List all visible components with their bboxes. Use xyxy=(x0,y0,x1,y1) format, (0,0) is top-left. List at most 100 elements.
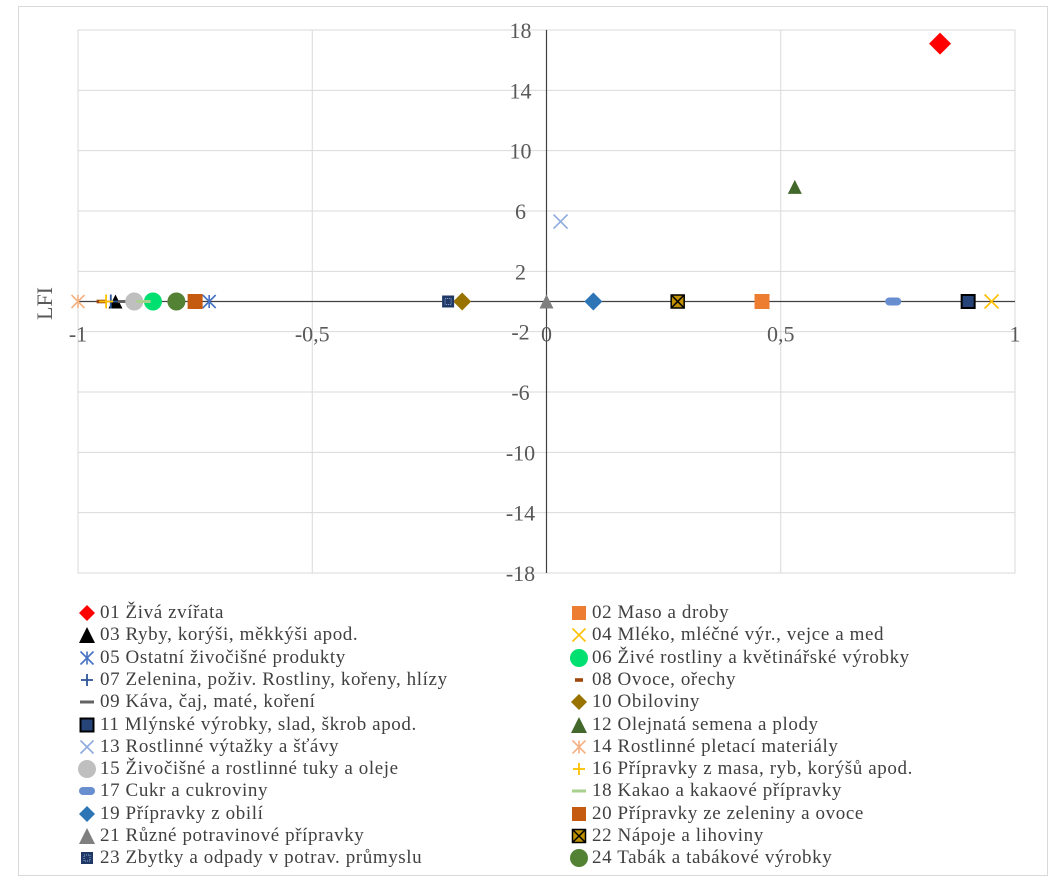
legend-label: 21 Různé potravinové přípravky xyxy=(100,825,365,846)
legend-label: 07 Zelenina, poživ. Rostliny, kořeny, hl… xyxy=(100,668,448,690)
legend-marker-13 xyxy=(79,739,95,754)
legend-item-20: 20 Přípravky ze zeleniny a ovoce xyxy=(568,803,864,825)
data-point-9 xyxy=(117,300,132,303)
legend-marker-8 xyxy=(575,678,583,682)
y-tick-label: -2 xyxy=(511,320,529,345)
legend-label: 14 Rostlinné pletací materiály xyxy=(592,735,839,757)
data-point-6 xyxy=(143,292,162,311)
legend-item-23: 23 Zbytky a odpady v potrav. průmyslu xyxy=(76,847,422,869)
y-tick-label: -18 xyxy=(506,561,535,586)
x-axis-title: TBI xyxy=(527,596,562,600)
legend-label: 22 Nápoje a lihoviny xyxy=(592,825,764,846)
legend-label: 19 Přípravky z obilí xyxy=(100,802,264,824)
legend-label: 09 Káva, čaj, maté, koření xyxy=(100,691,316,713)
legend-marker-14 xyxy=(571,739,587,754)
data-point-10 xyxy=(453,292,472,311)
legend-item-19: 19 Přípravky z obilí xyxy=(76,803,263,825)
legend-marker-15 xyxy=(78,760,96,779)
legend-marker-20 xyxy=(572,806,586,821)
x-tick-label: -1 xyxy=(69,322,87,347)
y-tick-label: -6 xyxy=(511,380,529,405)
legend-marker-19 xyxy=(79,805,95,822)
legend-label: 20 Přípravky ze zeleniny a ovoce xyxy=(592,802,864,824)
legend-item-13: 13 Rostlinné výtažky a šťávy xyxy=(76,736,339,758)
legend-label: 23 Zbytky a odpady v potrav. průmyslu xyxy=(100,847,423,869)
legend-marker-24 xyxy=(570,849,588,868)
legend-item-7: 07 Zelenina, poživ. Rostliny, kořeny, hl… xyxy=(76,669,448,691)
legend-item-17: 17 Cukr a cukroviny xyxy=(76,780,268,802)
x-tick-label: 0,5 xyxy=(767,322,795,347)
legend-item-22: 22 Nápoje a lihoviny xyxy=(568,825,764,847)
legend-marker-10 xyxy=(571,694,587,711)
data-point-23 xyxy=(442,295,455,308)
data-point-17 xyxy=(885,297,902,306)
legend-item-1: 01 Živá zvířata xyxy=(76,602,224,624)
y-tick-label: 6 xyxy=(515,199,526,224)
legend-marker-11 xyxy=(79,717,95,732)
y-tick-label: 10 xyxy=(510,139,532,164)
x-tick-label: 0 xyxy=(541,322,552,347)
legend-marker-16 xyxy=(573,763,585,776)
legend-item-21: 21 Různé potravinové přípravky xyxy=(76,825,364,847)
legend-item-2: 02 Maso a droby xyxy=(568,602,729,624)
data-point-1 xyxy=(929,32,952,55)
y-tick-label: 18 xyxy=(510,18,532,43)
legend-item-9: 09 Káva, čaj, maté, koření xyxy=(76,691,316,713)
legend-marker-23 xyxy=(81,852,93,865)
legend-label: 16 Přípravky z masa, ryb, korýšů apod. xyxy=(592,758,913,780)
legend-marker-3 xyxy=(79,627,95,644)
legend-item-6: 06 Živé rostliny a květinářské výrobky xyxy=(568,647,910,669)
data-point-4 xyxy=(984,293,1000,310)
legend-item-15: 15 Živočišné a rostlinné tuky a oleje xyxy=(76,758,399,780)
legend-item-5: 05 Ostatní živočišné produkty xyxy=(76,647,346,669)
legend-item-24: 24 Tabák a tabákové výrobky xyxy=(568,847,832,869)
data-point-2 xyxy=(754,294,770,309)
legend-item-18: 18 Kakao a kakaové přípravky xyxy=(568,780,842,802)
legend-marker-7 xyxy=(81,673,93,686)
data-point-18 xyxy=(136,300,151,303)
data-point-24 xyxy=(167,292,186,311)
data-point-14 xyxy=(70,294,86,309)
x-tick-label: 1 xyxy=(1010,322,1021,347)
legend-marker-12 xyxy=(571,716,587,733)
data-point-20 xyxy=(187,294,203,309)
y-tick-label: 2 xyxy=(515,259,526,284)
legend-marker-4 xyxy=(571,628,587,643)
legend-label: 02 Maso a droby xyxy=(592,602,730,623)
legend-marker-5 xyxy=(79,650,95,665)
data-point-19 xyxy=(584,292,603,311)
legend-marker-2 xyxy=(572,606,586,620)
y-tick-label: -10 xyxy=(506,440,535,465)
data-point-16 xyxy=(99,294,114,309)
chart-frame xyxy=(18,6,1048,876)
legend-item-4: 04 Mléko, mléčné výr., vejce a med xyxy=(568,624,884,646)
legend-item-12: 12 Olejnatá semena a plody xyxy=(568,714,819,736)
legend-marker-18 xyxy=(572,789,586,793)
legend-label: 15 Živočišné a rostlinné tuky a oleje xyxy=(100,758,399,780)
data-point-5 xyxy=(202,294,217,309)
legend-label: 05 Ostatní živočišné produkty xyxy=(100,646,346,668)
legend-label: 24 Tabák a tabákové výrobky xyxy=(592,847,833,869)
legend-label: 17 Cukr a cukroviny xyxy=(100,780,269,802)
legend-item-11: 11 Mlýnské výrobky, slad, škrob apod. xyxy=(76,714,417,736)
legend-label: 11 Mlýnské výrobky, slad, škrob apod. xyxy=(100,713,417,735)
data-point-13 xyxy=(552,213,569,230)
legend-label: 01 Živá zvířata xyxy=(100,602,225,623)
legend-label: 10 Obiloviny xyxy=(592,691,701,713)
data-point-22 xyxy=(670,294,685,309)
data-point-12 xyxy=(787,179,802,194)
legend-marker-1 xyxy=(79,605,95,621)
legend-label: 12 Olejnatá semena a plody xyxy=(592,713,819,735)
legend-label: 04 Mléko, mléčné výr., vejce a med xyxy=(592,624,885,646)
legend-label: 06 Živé rostliny a květinářské výrobky xyxy=(592,646,910,668)
legend-item-8: 08 Ovoce, ořechy xyxy=(568,669,736,691)
y-axis-title: LFI xyxy=(32,287,57,320)
data-point-11 xyxy=(960,294,976,309)
legend-item-14: 14 Rostlinné pletací materiály xyxy=(568,736,838,758)
legend-marker-22 xyxy=(571,828,587,844)
data-point-21 xyxy=(539,294,554,309)
legend-marker-17 xyxy=(79,787,95,796)
x-tick-label: -0,5 xyxy=(295,322,330,347)
legend-label: 18 Kakao a kakaové přípravky xyxy=(592,780,842,802)
legend-item-3: 03 Ryby, korýši, měkkýši apod. xyxy=(76,624,358,646)
